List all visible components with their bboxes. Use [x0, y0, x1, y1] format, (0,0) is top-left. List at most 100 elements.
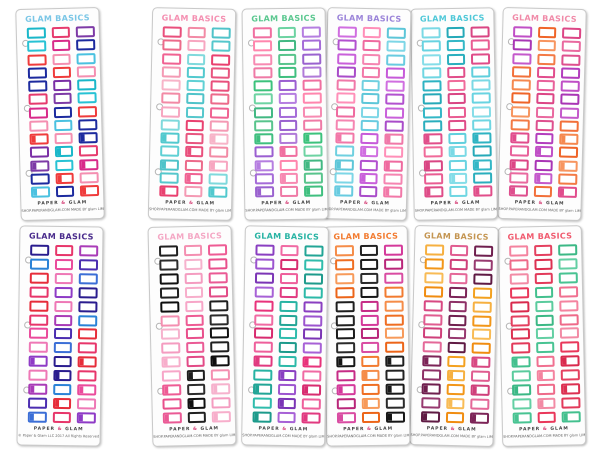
planner-sticker-sheet: GLAM BASICS PAPER & GLAM © Paper & Glam LL…	[16, 225, 104, 447]
label-sticker	[279, 286, 299, 298]
label-tab-fill	[32, 162, 37, 170]
label-sticker	[211, 383, 231, 395]
label-sticker	[255, 244, 275, 256]
label-column	[533, 244, 557, 423]
label-sticker	[446, 53, 466, 65]
label-tab-fill	[186, 148, 192, 156]
label-sticker	[446, 369, 466, 382]
label-sticker	[560, 106, 580, 119]
label-sticker	[29, 120, 49, 132]
label-sticker	[383, 186, 403, 198]
label-sticker	[336, 92, 356, 104]
label-sticker	[421, 383, 441, 395]
label-sticker	[558, 258, 578, 270]
label-tab-fill	[31, 135, 36, 143]
label-sticker	[161, 356, 181, 368]
label-sticker	[533, 185, 553, 198]
label-sticker	[185, 93, 205, 105]
label-sticker	[561, 397, 581, 409]
label-sticker	[472, 145, 492, 157]
label-sticker	[53, 370, 72, 382]
label-sticker	[184, 146, 204, 158]
label-column	[159, 26, 182, 197]
label-tab-fill	[79, 414, 84, 422]
label-sticker	[559, 133, 579, 145]
label-sticker	[304, 287, 323, 299]
planner-sticker-sheet: GLAM BASICS PAPER & GLAM SHOP.PAPERANDGLAM…	[241, 7, 329, 221]
label-sticker	[52, 53, 72, 65]
label-sticker	[471, 356, 491, 369]
label-column	[509, 245, 532, 424]
sheet-footer: SHOP.PAPERANDGLAM.COM MADE BY glam LIM	[503, 433, 586, 439]
label-sticker	[78, 118, 98, 131]
label-sticker	[183, 244, 203, 257]
label-sticker	[510, 118, 530, 131]
label-sticker	[473, 287, 493, 299]
label-sticker	[303, 92, 322, 104]
label-tab-fill	[385, 188, 390, 196]
label-sticker	[359, 146, 379, 158]
label-sticker	[29, 272, 49, 284]
label-sticker	[535, 106, 555, 118]
label-sticker	[535, 328, 555, 340]
label-sticker	[210, 355, 230, 367]
label-sticker	[80, 185, 100, 197]
brand-right: GLAM	[290, 200, 312, 206]
label-sticker	[302, 398, 321, 410]
label-tab-fill	[535, 174, 541, 182]
label-sticker	[160, 328, 180, 341]
label-sticker	[423, 146, 443, 158]
label-sticker	[304, 185, 324, 197]
brand-left: PAPER	[33, 426, 58, 432]
label-tab-fill	[212, 357, 218, 365]
label-sticker	[159, 273, 179, 285]
label-sticker	[560, 341, 580, 353]
label-tab-fill	[512, 134, 517, 142]
label-sticker	[29, 300, 49, 312]
label-sticker	[561, 383, 581, 395]
label-sticker	[254, 300, 274, 312]
label-sticker	[474, 245, 494, 257]
label-sticker	[186, 383, 206, 396]
label-column	[358, 26, 382, 198]
label-sticker	[30, 159, 50, 172]
label-sticker	[211, 40, 231, 53]
label-sticker	[78, 132, 98, 144]
label-columns	[334, 26, 406, 198]
brand-mark: PAPER & GLAM	[411, 426, 493, 433]
sheet-title: GLAM BASICS	[251, 13, 317, 24]
label-sticker	[421, 53, 441, 66]
label-sticker	[255, 258, 275, 270]
brand-left: PAPER	[169, 427, 194, 433]
label-sticker	[303, 158, 323, 171]
label-sticker	[448, 286, 468, 299]
label-sticker	[76, 39, 96, 51]
label-sticker	[360, 342, 380, 354]
label-sticker	[536, 53, 556, 65]
label-sticker	[302, 384, 322, 396]
label-sticker	[186, 79, 206, 92]
label-sticker	[537, 411, 557, 423]
label-sticker	[159, 185, 179, 197]
label-sticker	[27, 67, 47, 79]
label-sticker	[509, 158, 529, 171]
label-tab-fill	[164, 386, 169, 394]
label-tab-fill	[279, 372, 285, 380]
label-sticker	[471, 370, 491, 383]
label-sticker	[303, 105, 323, 118]
label-sticker	[277, 53, 297, 65]
label-column	[334, 245, 356, 424]
label-sticker	[29, 146, 49, 159]
label-sticker	[208, 173, 228, 185]
sheet-footer: SHOP.PAPERANDGLAM.COM MADE BY glam LIM	[245, 207, 328, 213]
label-sticker	[361, 411, 381, 423]
label-sticker	[54, 244, 74, 257]
label-sticker	[302, 26, 321, 38]
sheet-title: GLAM BASICS	[507, 231, 573, 242]
label-sticker	[187, 411, 207, 423]
label-tab-fill	[361, 148, 366, 156]
label-tab-fill	[306, 187, 311, 195]
label-sticker	[209, 313, 229, 326]
label-sticker	[304, 245, 324, 257]
label-sticker	[448, 272, 468, 285]
